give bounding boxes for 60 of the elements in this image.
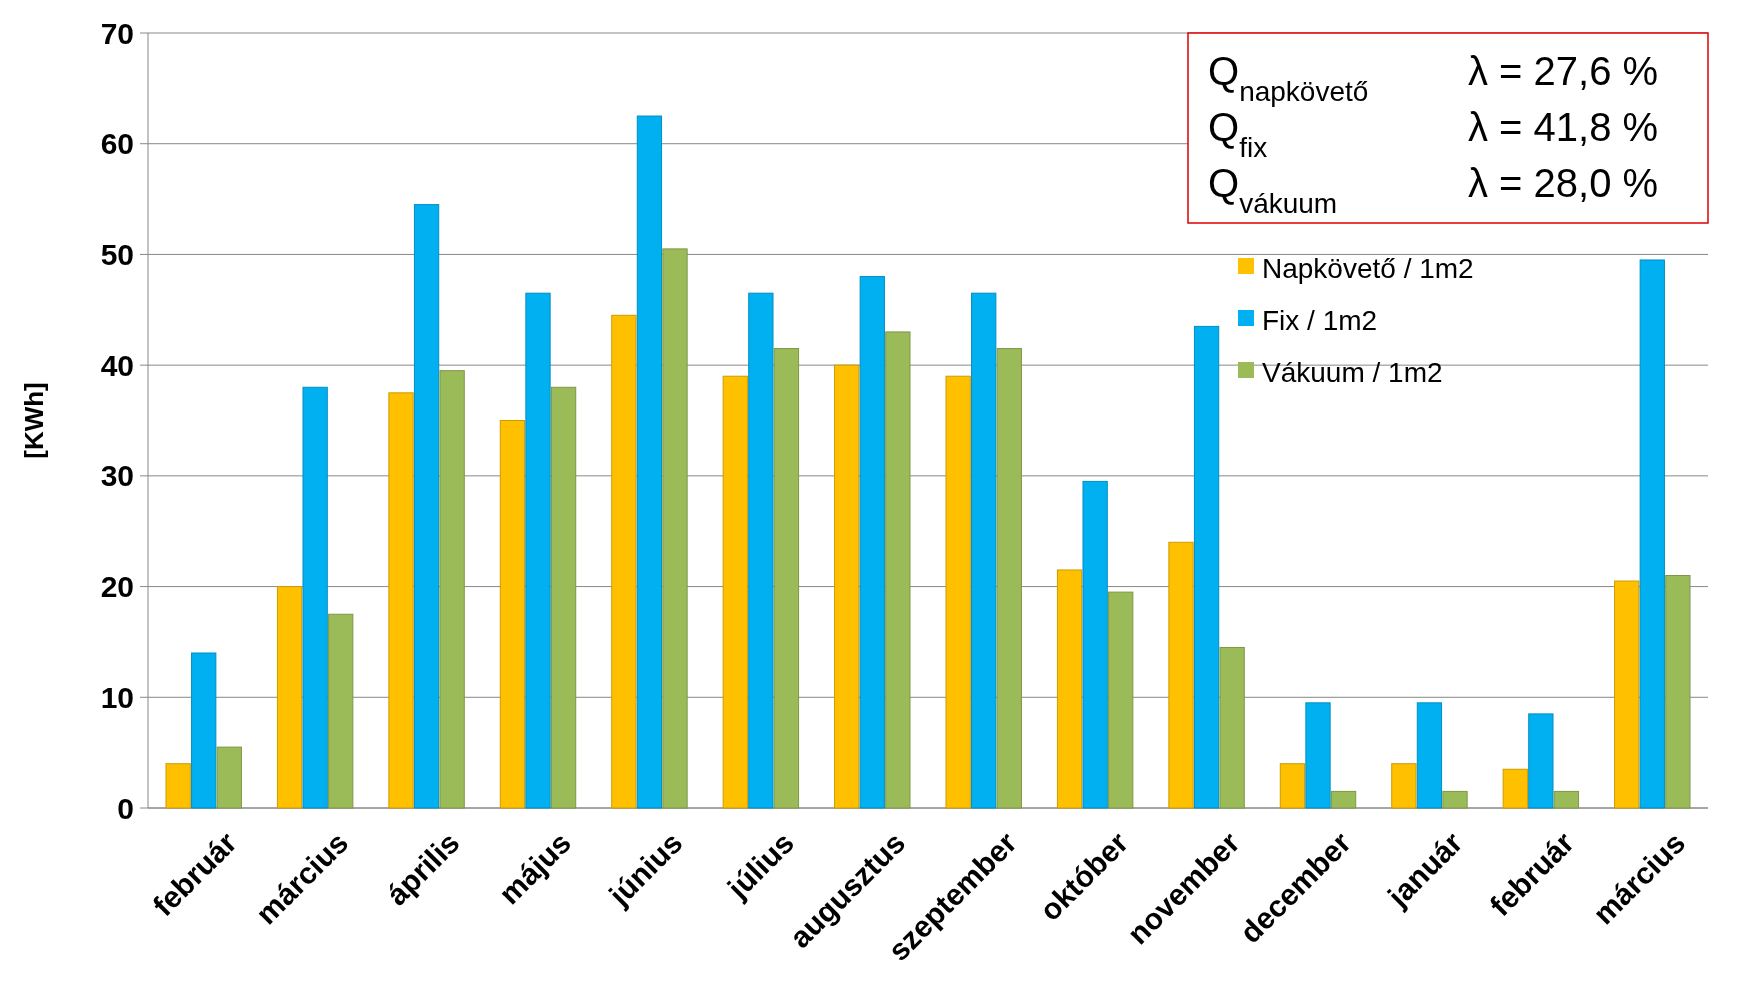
bar	[945, 375, 971, 809]
y-tick-label: 40	[100, 348, 134, 382]
bar	[1502, 768, 1528, 809]
bar	[1330, 790, 1357, 809]
bar	[722, 375, 748, 809]
annotation: λ = 27,6 %	[1468, 49, 1659, 93]
bar	[885, 331, 911, 809]
y-tick-label: 0	[117, 791, 134, 825]
bar	[1279, 763, 1306, 809]
bar	[1391, 763, 1417, 809]
bar	[550, 386, 577, 809]
annotation: Q$_{fix}$	[1208, 105, 1268, 163]
bar	[636, 115, 663, 809]
legend-label: Fix / 1m2	[1262, 304, 1378, 336]
bar	[662, 248, 688, 809]
y-axis-title: [KWh]	[19, 382, 49, 459]
bar	[859, 276, 885, 809]
bar	[1193, 325, 1220, 809]
y-tick-label: 70	[100, 16, 134, 50]
y-tick-label: 10	[100, 680, 134, 714]
y-tick-label: 20	[100, 570, 134, 604]
legend-label: Vákuum / 1m2	[1262, 356, 1443, 388]
bar	[1614, 580, 1640, 809]
bar	[1219, 646, 1245, 809]
bar	[748, 292, 774, 809]
bar	[302, 386, 328, 809]
y-tick-label: 60	[100, 127, 134, 161]
bar	[1108, 591, 1134, 809]
bar	[1416, 702, 1443, 809]
bar	[1056, 569, 1083, 809]
annotation: Q$_{napkövető}$	[1208, 49, 1369, 107]
bar	[996, 348, 1022, 809]
bar	[1442, 790, 1468, 809]
bar	[499, 420, 526, 809]
annotation: Q$_{vákuum}$	[1208, 161, 1338, 219]
bar	[773, 348, 800, 809]
bar	[525, 292, 551, 809]
bar	[216, 746, 242, 809]
bar	[1553, 790, 1580, 809]
bar	[328, 613, 354, 809]
y-tick-label: 50	[100, 237, 134, 271]
bar	[276, 586, 303, 809]
bar	[1305, 702, 1331, 809]
bar	[971, 292, 997, 809]
bar	[165, 763, 191, 809]
bar	[1168, 541, 1194, 809]
bar	[191, 652, 217, 809]
bar	[1082, 480, 1108, 809]
legend-label: Napkövető / 1m2	[1262, 252, 1474, 284]
bar	[388, 392, 414, 809]
y-tick-label: 30	[100, 459, 134, 493]
bar	[439, 370, 465, 809]
bar	[834, 364, 860, 809]
annotation: λ = 28,0 %	[1468, 161, 1659, 205]
bar	[413, 204, 440, 809]
bar	[1528, 713, 1554, 809]
bar	[1665, 575, 1691, 809]
annotation: λ = 41,8 %	[1468, 105, 1659, 149]
bar	[1639, 259, 1665, 809]
bar	[611, 314, 637, 809]
